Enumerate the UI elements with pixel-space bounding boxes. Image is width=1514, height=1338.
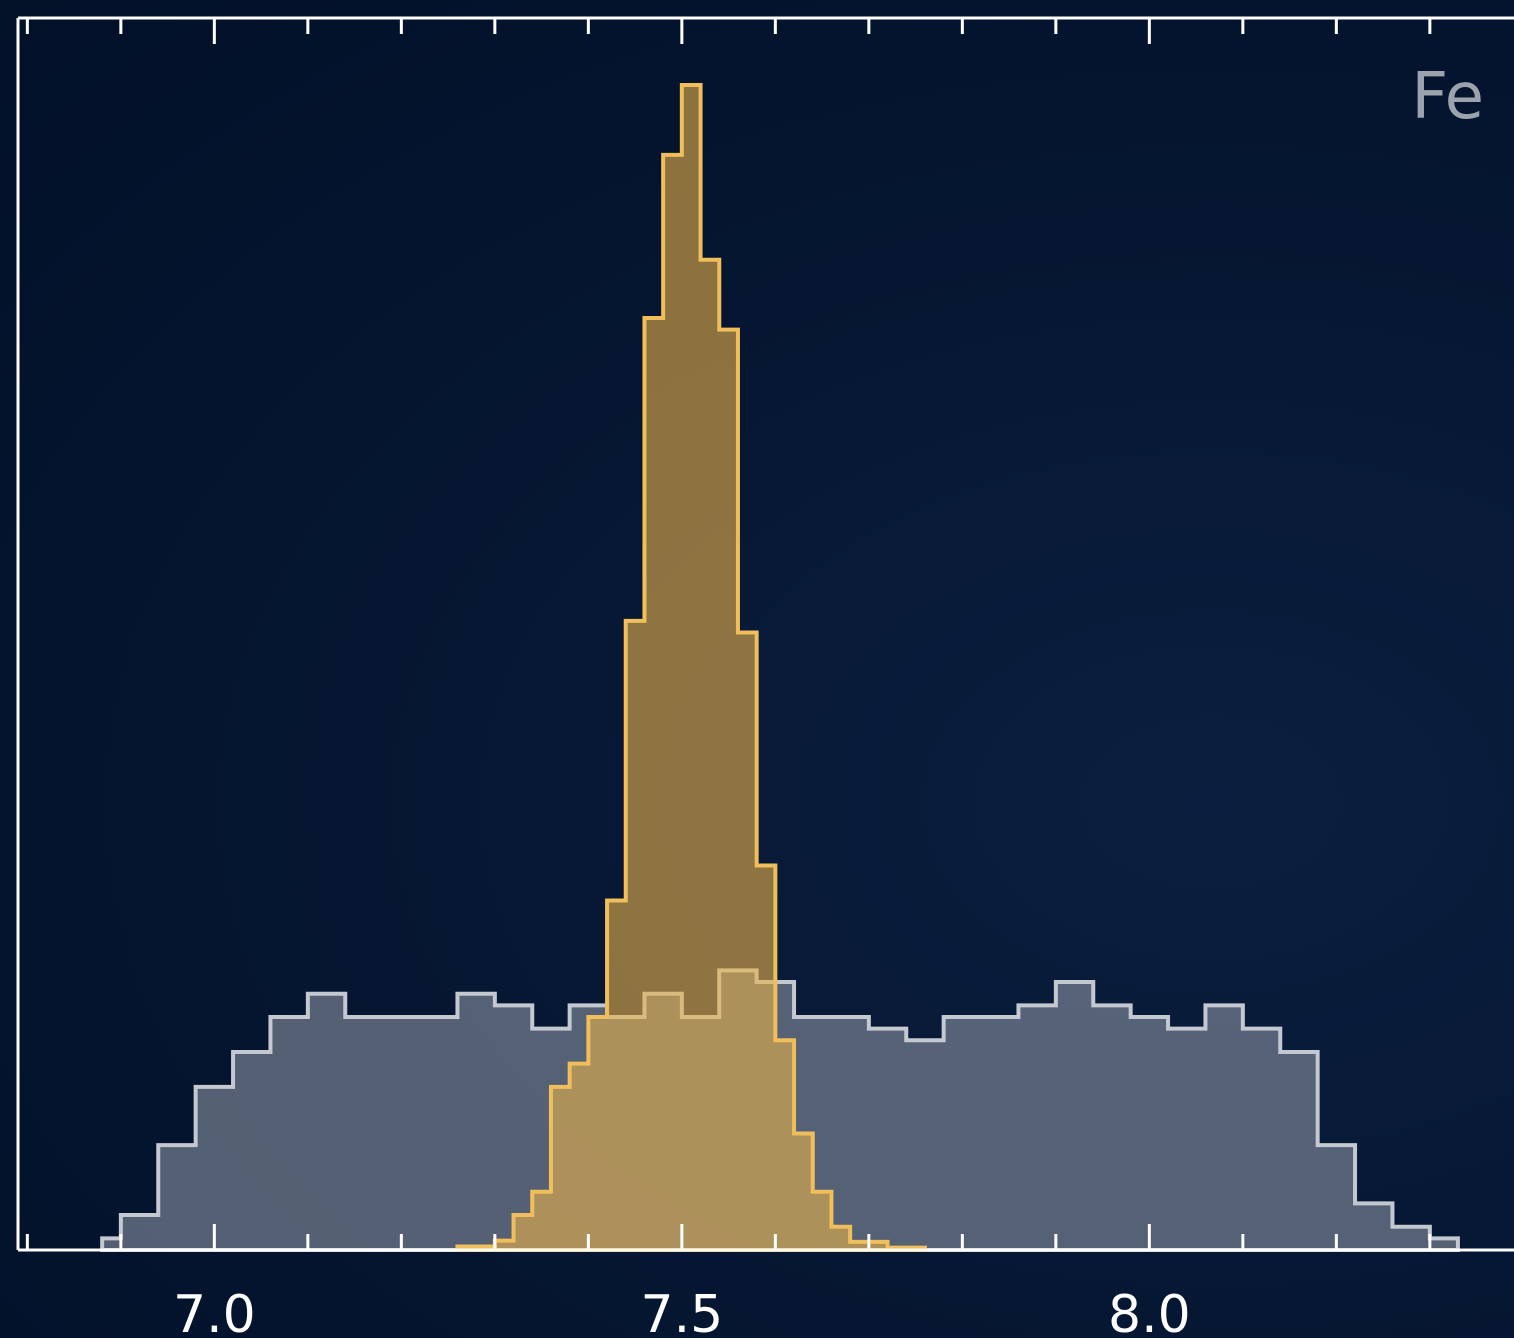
histogram-bars bbox=[100, 83, 1460, 1252]
axis-ticks bbox=[25, 18, 1432, 1250]
tick-labels: 7.0 7.5 8.0 bbox=[173, 1285, 1191, 1338]
element-annotation: Fe bbox=[1411, 60, 1484, 134]
axes bbox=[16, 16, 1514, 1252]
histogram-series-2 bbox=[455, 83, 927, 1252]
x-tick-label: 8.0 bbox=[1108, 1285, 1191, 1338]
x-tick-label: 7.0 bbox=[173, 1285, 256, 1338]
histogram-series-2-outline bbox=[455, 83, 927, 1252]
x-tick-label: 7.5 bbox=[640, 1285, 723, 1338]
